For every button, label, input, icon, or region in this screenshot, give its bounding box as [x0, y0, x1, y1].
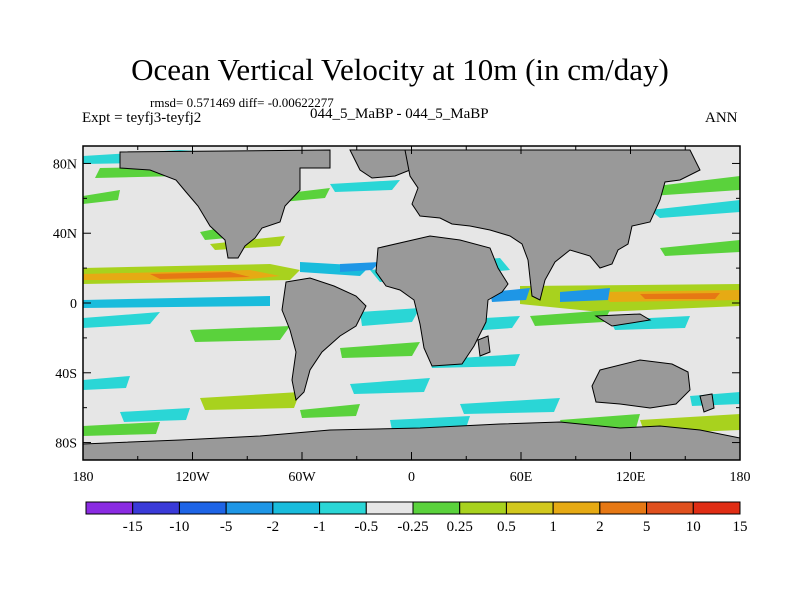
colorbar-label: -0.5: [354, 519, 378, 535]
colorbar-swatch: [646, 501, 694, 515]
land-masses: [83, 149, 740, 460]
colorbar-label: -15: [123, 519, 143, 535]
colorbar-swatch: [365, 501, 414, 515]
colorbar-label: -0.25: [397, 519, 428, 535]
colorbar-label: -5: [220, 519, 233, 535]
land-africa: [375, 235, 509, 367]
stats-line: rmsd= 0.571469 diff= -0.00622277: [150, 95, 334, 110]
colorbar-swatch: [692, 501, 741, 515]
land-australia: [591, 359, 691, 409]
lon-tick-label: 180: [73, 470, 94, 485]
lat-tick-label: 40S: [55, 367, 77, 382]
colorbar-label: 15: [733, 519, 748, 535]
land-new-zealand: [699, 393, 715, 413]
lat-tick-label: 80S: [55, 437, 77, 452]
colorbar-swatch: [412, 501, 461, 515]
colorbar-label: -10: [169, 519, 189, 535]
colorbar: -15 -10 -5 -2 -1 -0.5 -0.25 0.25 0.5 1 2 5 10 15: [85, 501, 748, 535]
lat-tick-label: 0: [70, 297, 77, 312]
colorbar-swatch: [272, 501, 321, 515]
case-label: 044_5_MaBP - 044_5_MaBP: [310, 106, 489, 122]
colorbar-label: 5: [643, 519, 651, 535]
colorbar-label: 1: [549, 519, 557, 535]
experiment-label: Expt = teyfj3-teyfj2: [82, 110, 202, 126]
colorbar-label: -2: [267, 519, 280, 535]
colorbar-label: 0.5: [497, 519, 516, 535]
axis-ticks: [82, 146, 741, 460]
land-north-america: [119, 149, 331, 259]
land-madagascar: [477, 335, 491, 357]
lon-tick-label: 120W: [175, 470, 210, 485]
colorbar-swatch: [319, 501, 367, 515]
season-label: ANN: [705, 110, 738, 126]
colorbar-swatch: [599, 501, 648, 515]
lon-tick-label: 180: [730, 470, 751, 485]
lon-tick-label: 120E: [616, 470, 646, 485]
colorbar-label: 2: [596, 519, 604, 535]
lat-tick-label: 40N: [53, 227, 77, 242]
land-south-america: [281, 277, 367, 402]
colorbar-label: -1: [313, 519, 326, 535]
lat-tick-label: 80N: [53, 157, 77, 172]
colorbar-swatch: [505, 501, 554, 515]
axis-labels: 80N 40N 0 40S 80S 180 120W 60W 0 60E 120E 180: [53, 157, 751, 485]
colorbar-swatch: [552, 501, 601, 515]
colorbar-swatch: [85, 501, 134, 515]
lon-tick-label: 60E: [510, 470, 533, 485]
colorbar-swatch: [225, 501, 274, 515]
land-antarctica: [83, 421, 740, 460]
colorbar-swatch: [178, 501, 227, 515]
lon-tick-label: 60W: [288, 470, 316, 485]
colorbar-label: 10: [686, 519, 701, 535]
map-title: Ocean Vertical Velocity at 10m (in cm/da…: [131, 52, 669, 87]
colorbar-label: 0.25: [447, 519, 473, 535]
land-islands-se-asia: [594, 313, 652, 327]
colorbar-swatch: [132, 501, 180, 515]
land-eurasia: [404, 149, 701, 301]
lon-tick-label: 0: [408, 470, 415, 485]
map-plot-area: [83, 146, 740, 460]
colorbar-swatch: [459, 501, 507, 515]
